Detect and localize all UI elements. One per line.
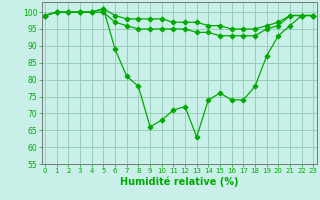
X-axis label: Humidité relative (%): Humidité relative (%): [120, 177, 238, 187]
